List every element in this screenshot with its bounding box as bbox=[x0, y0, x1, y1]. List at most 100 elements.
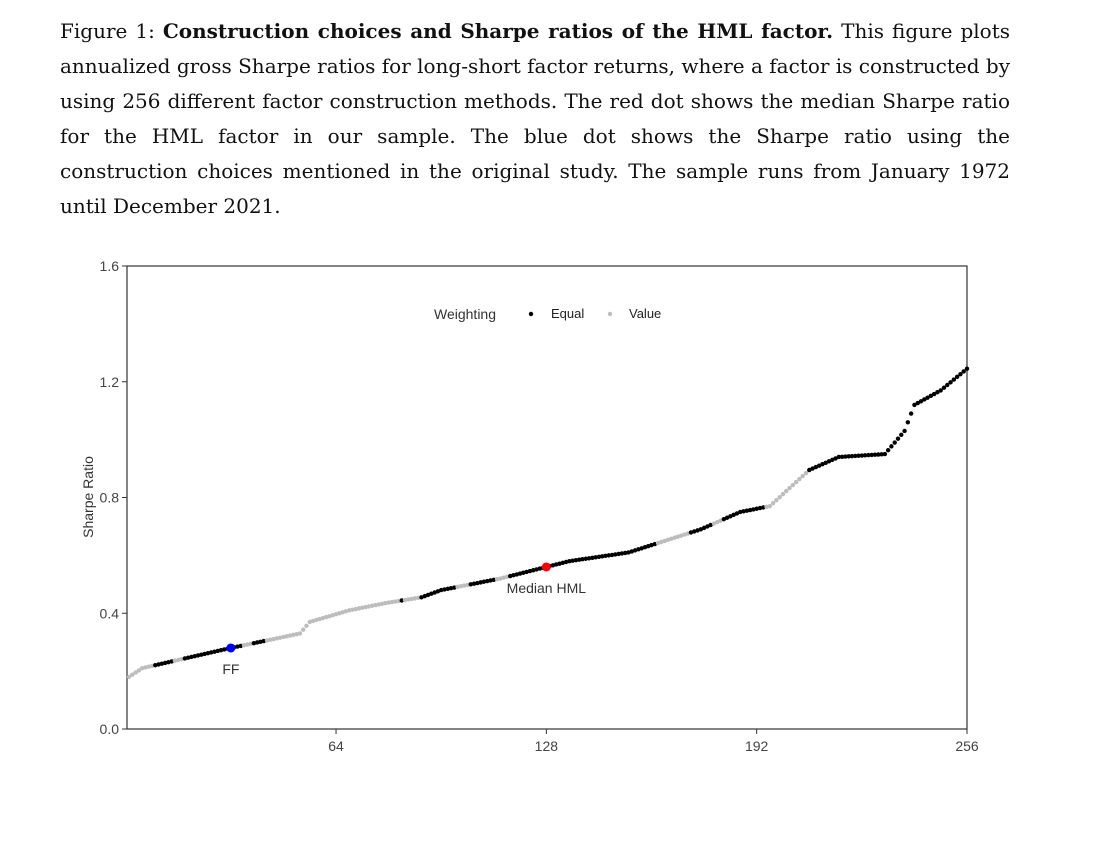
point-equal-weighted bbox=[918, 399, 924, 404]
figure-caption: Figure 1: Construction choices and Sharp… bbox=[60, 14, 1010, 224]
point-equal-weighted bbox=[448, 585, 454, 591]
point-equal-weighted bbox=[859, 453, 865, 458]
point-equal-weighted bbox=[833, 456, 838, 461]
point-value-weighted bbox=[774, 497, 779, 503]
point-equal-weighted bbox=[205, 651, 211, 656]
point-value-weighted bbox=[149, 663, 155, 669]
point-value-weighted bbox=[146, 664, 151, 669]
point-equal-weighted bbox=[554, 562, 559, 567]
point-value-weighted bbox=[376, 602, 381, 607]
point-equal-weighted bbox=[856, 453, 861, 458]
point-value-weighted bbox=[271, 636, 276, 642]
point-equal-weighted bbox=[928, 393, 934, 399]
point-value-weighted bbox=[767, 503, 773, 509]
point-equal-weighted bbox=[517, 571, 523, 576]
point-equal-weighted bbox=[254, 640, 260, 645]
point-equal-weighted bbox=[189, 654, 194, 660]
point-value-weighted bbox=[360, 605, 365, 610]
point-equal-weighted bbox=[438, 587, 444, 593]
point-equal-weighted bbox=[908, 411, 914, 416]
point-equal-weighted bbox=[879, 452, 884, 457]
point-equal-weighted bbox=[222, 647, 227, 652]
point-equal-weighted bbox=[550, 563, 556, 568]
point-equal-weighted bbox=[836, 454, 842, 460]
point-value-weighted bbox=[803, 470, 809, 476]
point-value-weighted bbox=[366, 604, 372, 609]
point-equal-weighted bbox=[895, 436, 901, 441]
point-value-weighted bbox=[465, 582, 470, 588]
y-tick-label: 1.6 bbox=[100, 258, 120, 274]
point-value-weighted bbox=[281, 634, 286, 640]
point-equal-weighted bbox=[938, 388, 943, 393]
point-equal-weighted bbox=[757, 505, 763, 511]
point-value-weighted bbox=[268, 637, 273, 642]
legend-label-value: Value bbox=[629, 306, 661, 321]
point-value-weighted bbox=[718, 518, 723, 523]
point-equal-weighted bbox=[445, 586, 450, 592]
point-value-weighted bbox=[274, 636, 280, 641]
point-value-weighted bbox=[353, 606, 358, 612]
point-equal-weighted bbox=[816, 463, 822, 468]
point-equal-weighted bbox=[596, 554, 602, 560]
point-value-weighted bbox=[409, 596, 414, 602]
point-value-weighted bbox=[300, 627, 306, 632]
point-equal-weighted bbox=[563, 559, 569, 565]
point-value-weighted bbox=[412, 596, 418, 601]
point-value-weighted bbox=[389, 599, 395, 605]
point-value-weighted bbox=[790, 482, 796, 488]
point-value-weighted bbox=[415, 595, 421, 601]
point-value-weighted bbox=[291, 632, 296, 638]
point-value-weighted bbox=[462, 583, 467, 588]
point-equal-weighted bbox=[905, 420, 911, 425]
ff-point bbox=[226, 643, 236, 653]
point-value-weighted bbox=[284, 634, 289, 639]
point-equal-weighted bbox=[945, 382, 950, 388]
point-equal-weighted bbox=[258, 639, 263, 644]
point-equal-weighted bbox=[215, 648, 220, 654]
point-equal-weighted bbox=[159, 661, 165, 666]
point-equal-weighted bbox=[958, 371, 963, 377]
point-value-weighted bbox=[264, 638, 270, 643]
point-equal-weighted bbox=[853, 453, 858, 459]
point-value-weighted bbox=[350, 607, 355, 612]
point-value-weighted bbox=[373, 602, 378, 608]
point-equal-weighted bbox=[471, 581, 477, 586]
point-equal-weighted bbox=[238, 643, 243, 649]
point-value-weighted bbox=[494, 576, 500, 582]
point-equal-weighted bbox=[876, 452, 881, 457]
point-equal-weighted bbox=[251, 640, 257, 646]
point-equal-weighted bbox=[195, 653, 201, 658]
point-equal-weighted bbox=[889, 444, 894, 449]
point-equal-weighted bbox=[169, 659, 174, 664]
point-value-weighted bbox=[780, 491, 786, 497]
point-equal-weighted bbox=[941, 385, 947, 390]
point-value-weighted bbox=[179, 657, 184, 662]
point-value-weighted bbox=[764, 504, 769, 510]
point-value-weighted bbox=[172, 658, 178, 663]
point-equal-weighted bbox=[882, 451, 888, 457]
point-equal-weighted bbox=[153, 663, 158, 668]
point-equal-weighted bbox=[948, 380, 953, 385]
point-value-weighted bbox=[143, 665, 148, 670]
point-equal-weighted bbox=[747, 507, 753, 513]
point-value-weighted bbox=[363, 604, 368, 610]
point-equal-weighted bbox=[560, 560, 565, 566]
point-equal-weighted bbox=[728, 514, 733, 519]
point-equal-weighted bbox=[925, 395, 930, 400]
point-value-weighted bbox=[455, 584, 460, 590]
point-equal-weighted bbox=[619, 551, 625, 556]
point-equal-weighted bbox=[862, 453, 868, 458]
point-value-weighted bbox=[139, 666, 145, 671]
point-equal-weighted bbox=[573, 557, 579, 563]
point-equal-weighted bbox=[514, 572, 519, 577]
point-equal-weighted bbox=[731, 512, 736, 518]
point-value-weighted bbox=[800, 473, 805, 479]
caption-label: Figure 1: bbox=[60, 19, 155, 43]
point-value-weighted bbox=[458, 584, 464, 589]
point-value-weighted bbox=[241, 643, 247, 648]
point-value-weighted bbox=[383, 600, 388, 606]
point-equal-weighted bbox=[521, 570, 526, 575]
point-equal-weighted bbox=[951, 377, 957, 382]
point-equal-weighted bbox=[557, 561, 562, 566]
y-axis-label: Sharpe Ratio bbox=[80, 456, 96, 538]
